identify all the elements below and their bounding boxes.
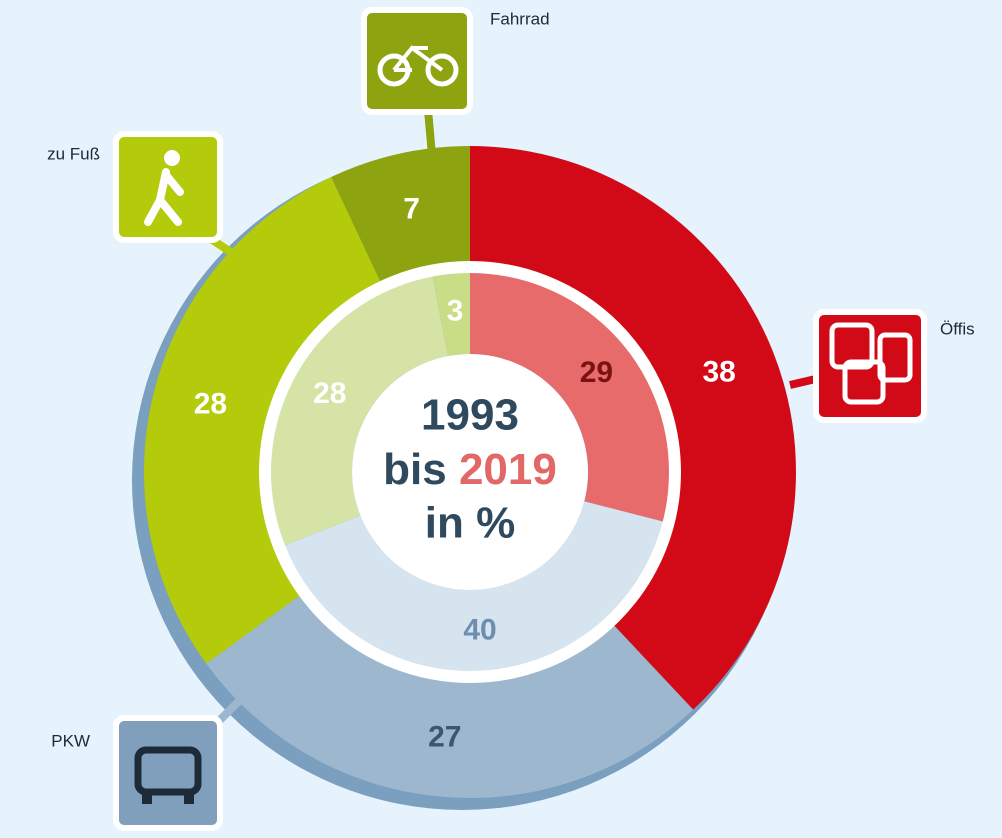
category-label: zu Fuß bbox=[47, 144, 100, 163]
donut-segment bbox=[270, 275, 448, 546]
category-label: PKW bbox=[51, 731, 90, 750]
donut-segment bbox=[432, 272, 470, 357]
center-unit: in % bbox=[425, 499, 515, 548]
donut-segment bbox=[470, 272, 670, 522]
category-label: Fahrrad bbox=[490, 9, 550, 28]
donut-segment bbox=[470, 146, 797, 710]
center-year-2: 2019 bbox=[459, 445, 557, 494]
value-label: 28 bbox=[313, 377, 346, 410]
donut-segment bbox=[144, 177, 381, 664]
value-label: 29 bbox=[580, 356, 613, 389]
donut-segment bbox=[284, 501, 664, 672]
icon-oeffis bbox=[789, 309, 927, 423]
center-year-1: 1993 bbox=[421, 391, 519, 440]
category-label: Öffis bbox=[940, 319, 975, 338]
value-label: 3 bbox=[447, 295, 464, 328]
center-circle bbox=[352, 354, 588, 590]
icon-fuss bbox=[113, 131, 238, 259]
value-label: 40 bbox=[463, 614, 496, 647]
donut-segment bbox=[206, 595, 694, 798]
center-connector: bis bbox=[383, 445, 447, 494]
value-label: 38 bbox=[702, 355, 735, 388]
center-line: bis 2019 bbox=[383, 445, 557, 494]
value-label: 27 bbox=[428, 721, 461, 754]
ring-gap bbox=[259, 261, 681, 683]
value-label: 7 bbox=[403, 192, 420, 225]
value-label: 28 bbox=[194, 387, 227, 420]
icon-fahrrad bbox=[361, 7, 473, 156]
icon-pkw bbox=[113, 697, 243, 831]
rings bbox=[144, 146, 797, 798]
donut-segment bbox=[331, 146, 470, 282]
